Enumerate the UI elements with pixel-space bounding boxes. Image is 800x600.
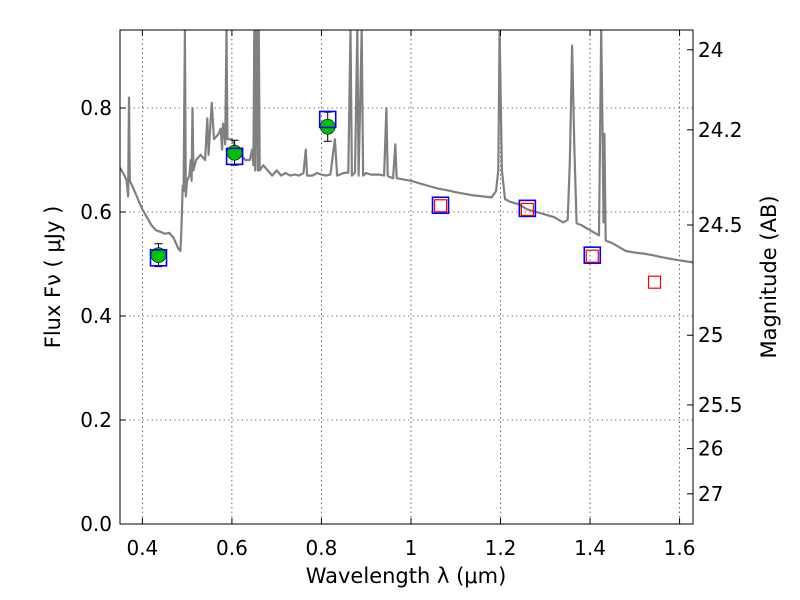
right-tick-label: 24	[698, 38, 723, 62]
model-box-blue	[225, 147, 244, 166]
model-box-blue	[149, 248, 168, 267]
model-spectrum-line	[120, 30, 693, 264]
y-tick-label: 0.6	[80, 200, 112, 224]
x-tick-label: 1.4	[574, 536, 606, 560]
x-axis-label: Wavelength λ (μm)	[306, 564, 507, 588]
right-tick-label: 24.2	[698, 118, 743, 142]
model-box-blue	[583, 246, 602, 264]
data-layer	[120, 30, 693, 289]
y-tick-label: 0.8	[80, 96, 112, 120]
grid	[120, 30, 693, 525]
y-axis-label: Flux Fν ( μJy )	[41, 206, 65, 349]
y-tick-label: 0.2	[80, 408, 112, 432]
right-tick-label: 25.5	[698, 393, 743, 417]
y-tick-label: 0.0	[80, 512, 112, 536]
model-box-blue	[431, 196, 450, 215]
right-axis-label: Magnitude (AB)	[757, 195, 781, 358]
plot-frame	[119, 29, 694, 525]
right-tick-label: 24.5	[698, 213, 743, 237]
model-box-blue	[518, 199, 537, 218]
model-box-red	[585, 249, 599, 263]
x-tick-label: 0.8	[306, 536, 338, 560]
x-tick-label: 1.2	[485, 536, 517, 560]
model-box-red	[433, 199, 448, 213]
right-tick-label: 25	[698, 323, 723, 347]
model-box-blue	[318, 110, 337, 129]
model-box-red	[520, 202, 534, 216]
right-tick-label: 26	[698, 437, 723, 461]
y-tick-label: 0.4	[80, 304, 112, 328]
observed-point	[226, 144, 243, 161]
x-tick-label: 1.6	[664, 536, 696, 560]
x-tick-label: 0.6	[216, 536, 248, 560]
plot-background	[120, 30, 693, 524]
model-box-red	[647, 275, 662, 289]
x-tick-label: 1	[405, 536, 418, 560]
x-tick-label: 0.4	[126, 536, 158, 560]
right-tick-label: 27	[698, 482, 723, 506]
axis-ticks: 0.4 0.6 0.8 1 1.2 1.4 1.6 0.0 0.2 0.4 0.6 0.8 24 24.2…	[80, 30, 743, 560]
